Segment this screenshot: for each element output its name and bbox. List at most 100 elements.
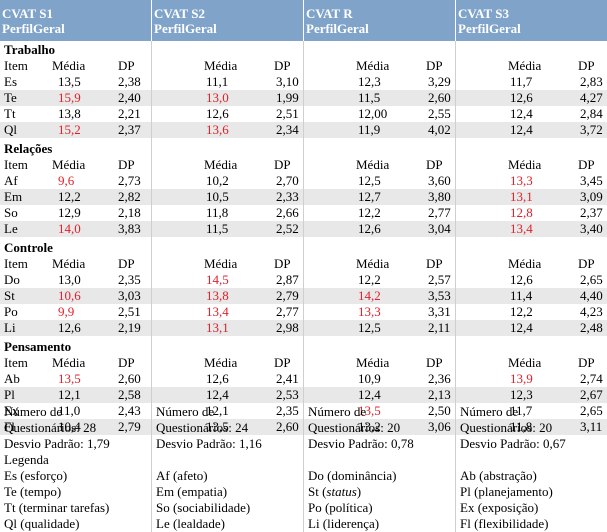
row-shade <box>456 288 607 304</box>
dp-value: 2,82 <box>118 189 141 204</box>
dp-value: 2,35 <box>276 403 299 418</box>
row-item: Po <box>4 304 18 319</box>
col-label-dp: DP <box>578 256 595 271</box>
legend-item: Li (liderença) <box>308 516 380 531</box>
row-shade <box>304 221 455 237</box>
mean-value: 11,7 <box>510 74 533 89</box>
col-label-media: Média <box>52 355 86 370</box>
mean-value: 11,4 <box>510 288 533 303</box>
mean-value: 12,3 <box>510 387 533 402</box>
legend-item: Pl (planejamento) <box>460 484 553 499</box>
column-subtitle: PerfilGeral <box>2 21 65 36</box>
dp-value: 2,43 <box>118 403 141 418</box>
col-label-dp: DP <box>578 355 595 370</box>
dp-value: 2,53 <box>276 387 299 402</box>
col-label-media: Média <box>204 157 238 172</box>
col-label-dp: DP <box>274 256 291 271</box>
dp-value: 3,10 <box>276 74 299 89</box>
row-shade <box>152 122 303 138</box>
column-header: CVAT S2 PerfilGeral <box>152 0 303 41</box>
col-label-media: Média <box>204 256 238 271</box>
dp-value: 2,83 <box>580 74 603 89</box>
legend-item: Tt (terminar tarefas) <box>4 500 110 515</box>
mean-value: 12,4 <box>510 320 533 335</box>
col-label-media: Média <box>356 58 390 73</box>
col-label-media: Média <box>52 58 86 73</box>
dp-value: 2,60 <box>428 90 451 105</box>
mean-value: 10,4 <box>58 419 81 434</box>
row-item: So <box>4 205 18 220</box>
mean-value: 12,1 <box>206 403 229 418</box>
dp-value: 3,60 <box>428 173 451 188</box>
column-subtitle: PerfilGeral <box>306 21 369 36</box>
dp-value: 3,29 <box>428 74 451 89</box>
dp-value: 2,74 <box>580 371 603 386</box>
row-shade <box>456 419 607 435</box>
stat-label: Questionários: 28 <box>4 420 97 435</box>
mean-value: 12,6 <box>58 320 81 335</box>
dp-value: 2,55 <box>428 106 451 121</box>
row-shade <box>456 90 607 106</box>
col-label-media: Média <box>508 157 542 172</box>
stat-label: Número de <box>308 404 367 419</box>
dp-value: 2,60 <box>276 419 299 434</box>
dp-value: 3,83 <box>118 221 141 236</box>
legend-item: Te (tempo) <box>4 484 62 499</box>
stat-label: Número de <box>460 404 519 419</box>
row-item: Ex <box>4 403 19 418</box>
column-title: CVAT S2 <box>154 6 205 21</box>
col-label-dp: DP <box>118 58 135 73</box>
mean-value: 12,6 <box>510 272 533 287</box>
stat-stddev: Desvio Padrão: 0,67 <box>460 436 566 451</box>
legend-item: Es (esforço) <box>4 468 68 483</box>
mean-value: 11,1 <box>206 74 229 89</box>
row-item: St <box>4 288 15 303</box>
row-shade <box>304 387 455 403</box>
col-label-item: Item <box>4 355 28 370</box>
mean-value: 13,5 <box>58 371 81 386</box>
row-shade <box>304 189 455 205</box>
mean-value: 10,5 <box>206 189 229 204</box>
mean-value: 12,2 <box>510 304 533 319</box>
legend-item: Fl (flexibilidade) <box>460 516 549 531</box>
col-label-dp: DP <box>274 157 291 172</box>
row-shade <box>0 288 151 304</box>
dp-value: 2,38 <box>118 74 141 89</box>
col-label-dp: DP <box>578 58 595 73</box>
mean-value: 13,1 <box>510 189 533 204</box>
row-item: Fl <box>4 419 15 434</box>
dp-value: 2,35 <box>118 272 141 287</box>
row-item: Pl <box>4 387 15 402</box>
col-label-dp: DP <box>274 58 291 73</box>
mean-value: 12,8 <box>510 205 533 220</box>
mean-value: 13,8 <box>206 288 229 303</box>
mean-value: 12,6 <box>510 90 533 105</box>
row-shade <box>0 122 151 138</box>
row-shade <box>0 419 151 435</box>
dp-value: 3,06 <box>428 419 451 434</box>
stat-label: Questionários: 24 <box>156 420 249 435</box>
mean-value: 11,5 <box>206 221 229 236</box>
mean-value: 10,2 <box>206 173 229 188</box>
dp-value: 2,79 <box>276 288 299 303</box>
dp-value: 2,51 <box>118 304 141 319</box>
dp-value: 2,65 <box>580 403 603 418</box>
dp-value: 2,18 <box>118 205 141 220</box>
mean-value: 13,5 <box>358 403 381 418</box>
row-shade <box>456 387 607 403</box>
column-divider <box>303 41 304 532</box>
stat-label: Questionários: 20 <box>308 420 401 435</box>
column-header: CVAT S1 PerfilGeral <box>0 0 151 41</box>
mean-value: 12,9 <box>58 205 81 220</box>
dp-value: 4,23 <box>580 304 603 319</box>
col-label-media: Média <box>508 355 542 370</box>
dp-value: 3,53 <box>428 288 451 303</box>
legend-item: Ab (abstração) <box>460 468 537 483</box>
dp-value: 2,51 <box>276 106 299 121</box>
col-label-media: Média <box>52 256 86 271</box>
row-shade <box>0 320 151 336</box>
dp-value: 2,79 <box>118 419 141 434</box>
stat-stddev: Desvio Padrão: 1,16 <box>156 436 262 451</box>
col-label-dp: DP <box>426 256 443 271</box>
column-header: CVAT R PerfilGeral <box>304 0 455 41</box>
